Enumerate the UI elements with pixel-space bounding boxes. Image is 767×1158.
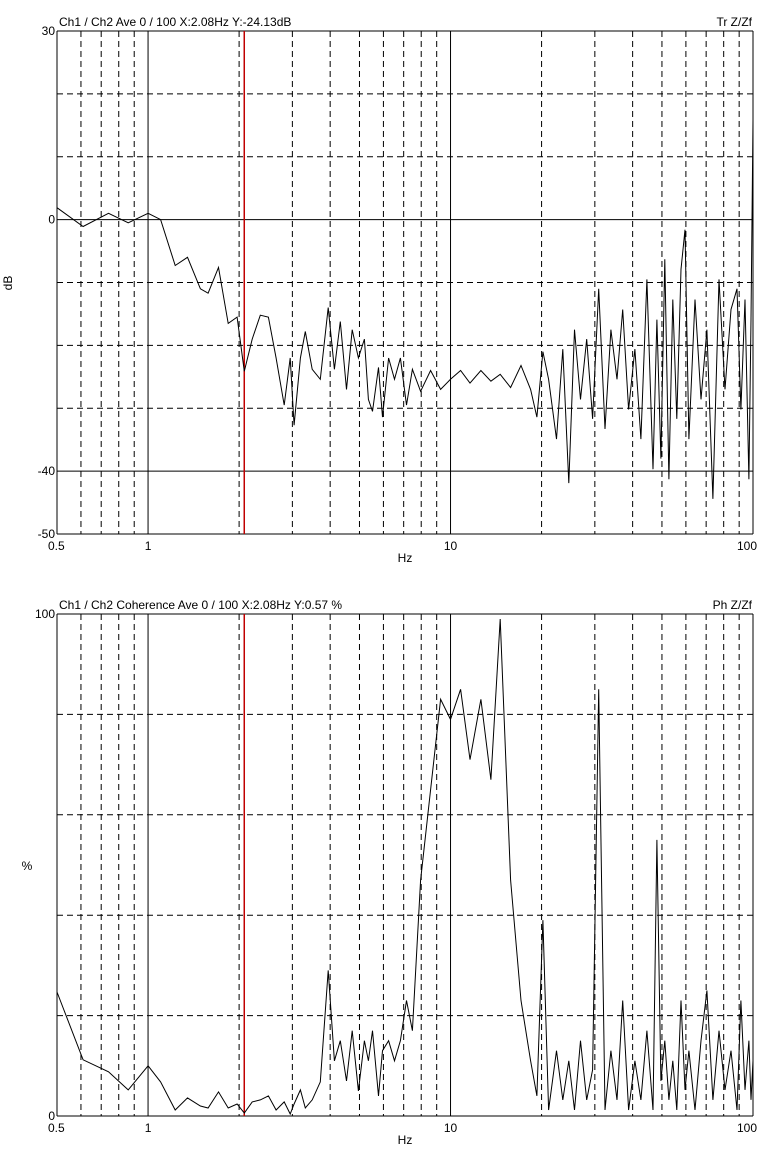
y-tick-label: -50 xyxy=(38,527,56,541)
data-line xyxy=(56,119,754,499)
y-tick-label: 100 xyxy=(35,607,55,621)
data-line xyxy=(56,618,754,1116)
x-tick-label: 0.5 xyxy=(48,539,65,553)
x-tick-label: 100 xyxy=(737,539,757,553)
x-axis-label: Hz xyxy=(398,1133,413,1147)
y-axis-label: % xyxy=(22,859,33,873)
y-tick-label: 0 xyxy=(48,1109,55,1123)
header-left: Ch1 / Ch2 Ave 0 / 100 X:2.08Hz Y:-24.13d… xyxy=(59,15,291,29)
x-tick-label: 10 xyxy=(444,539,458,553)
x-tick-label: 10 xyxy=(444,1121,458,1135)
header-right: Ph Z/Zf xyxy=(713,598,753,612)
header-right: Tr Z/Zf xyxy=(716,15,752,29)
x-tick-label: 100 xyxy=(737,1121,757,1135)
y-tick-label: -40 xyxy=(38,464,56,478)
header-left: Ch1 / Ch2 Coherence Ave 0 / 100 X:2.08Hz… xyxy=(59,598,342,612)
x-tick-label: 1 xyxy=(145,1121,152,1135)
y-tick-label: 0 xyxy=(48,213,55,227)
y-tick-label: 30 xyxy=(42,24,56,38)
x-tick-label: 1 xyxy=(145,539,152,553)
x-axis-label: Hz xyxy=(398,551,413,565)
x-tick-label: 0.5 xyxy=(48,1121,65,1135)
y-axis-label: dB xyxy=(1,276,15,291)
